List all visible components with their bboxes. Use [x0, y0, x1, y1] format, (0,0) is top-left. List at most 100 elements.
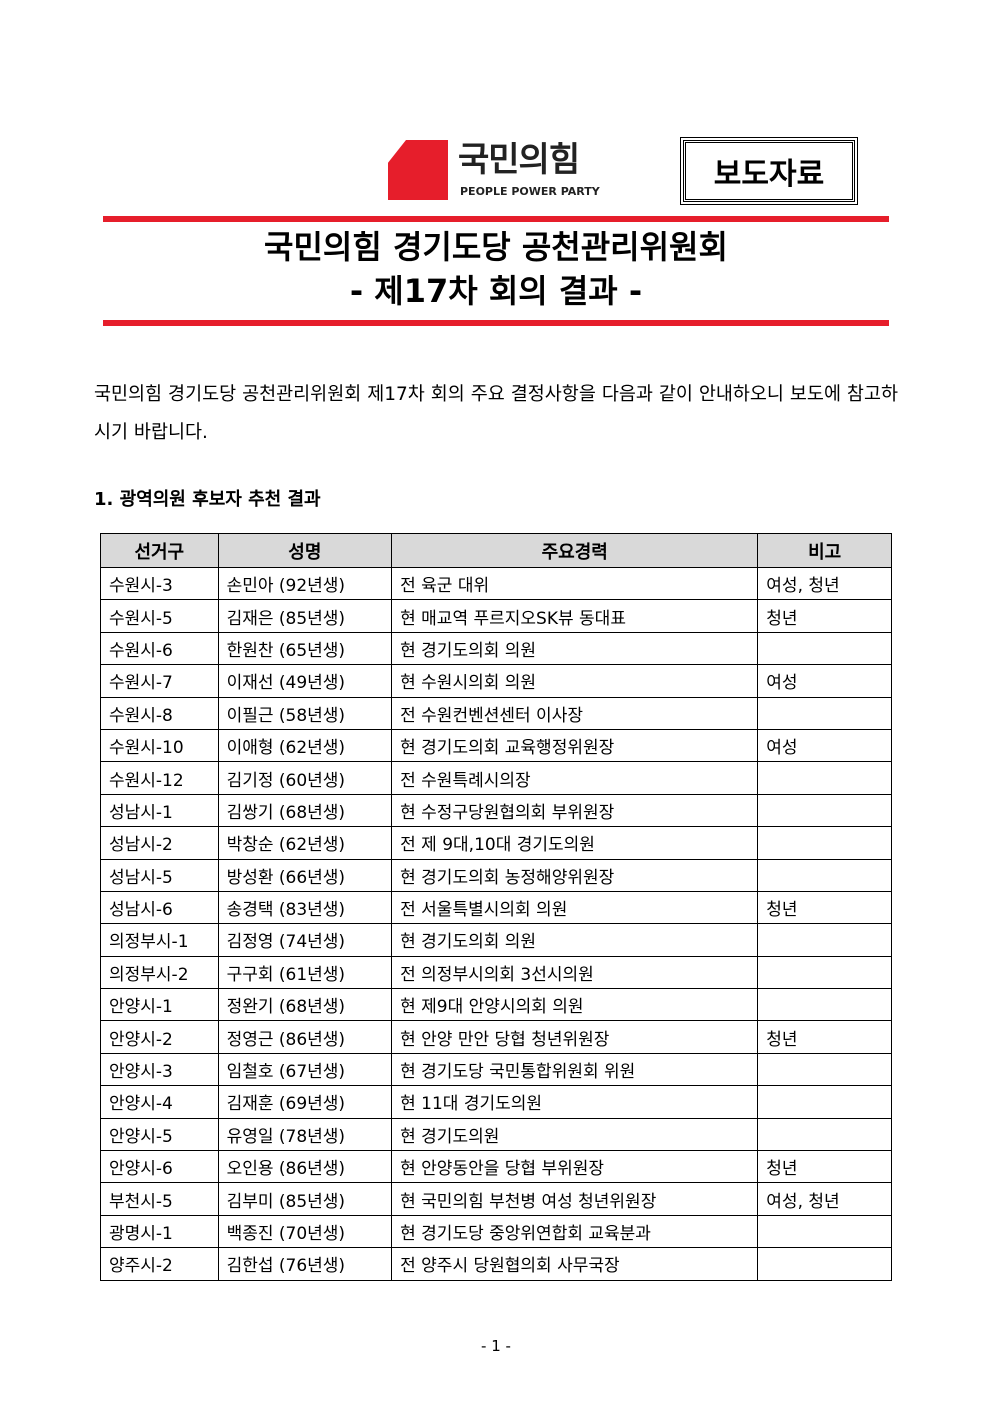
table-cell: 양주시-2: [100, 1247, 219, 1281]
table-cell: 안양시-5: [100, 1117, 219, 1152]
table-cell: 이애형 (62년생): [217, 728, 393, 763]
table-cell: 김쌍기 (68년생): [217, 793, 393, 828]
table-cell: 성남시-1: [100, 793, 219, 828]
page-number: - 1 -: [481, 1337, 511, 1355]
table-cell: [757, 858, 892, 892]
table-cell: 전 서울특별시의회 의원: [391, 890, 759, 925]
table-row: 안양시-4 김재훈 (69년생) 현 11대 경기도의원: [100, 1085, 892, 1119]
table-cell: 안양시-2: [100, 1020, 219, 1054]
column-header: 성명: [217, 533, 393, 568]
table-cell: 전 의정부시의회 3선시의원: [391, 955, 759, 990]
table-cell: 현 안양동안을 당협 부위원장: [391, 1150, 759, 1184]
table-cell: 수원시-5: [100, 599, 219, 633]
table-cell: 유영일 (78년생): [217, 1117, 393, 1152]
table-cell: 구구회 (61년생): [217, 955, 393, 990]
table-cell: 손민아 (92년생): [217, 566, 393, 601]
table-cell: [757, 793, 892, 828]
table-row: 수원시-8 이필근 (58년생) 전 수원컨벤션센터 이사장: [100, 696, 892, 730]
table-cell: 오인용 (86년생): [217, 1150, 393, 1184]
table-row: 안양시-3 임철호 (67년생) 현 경기도당 국민통합위원회 위원: [100, 1052, 892, 1087]
table-cell: 청년: [757, 1150, 892, 1184]
table-cell: 성남시-5: [100, 858, 219, 892]
table-cell: 백종진 (70년생): [217, 1214, 393, 1249]
title-line-2: - 제17차 회의 결과 -: [349, 272, 643, 310]
table-cell: 의정부시-1: [100, 923, 219, 957]
table-cell: 여성: [757, 664, 892, 698]
table-cell: 현 경기도의회 의원: [391, 631, 759, 666]
table-cell: 안양시-1: [100, 988, 219, 1022]
table-row: 의정부시-1 김정영 (74년생) 현 경기도의회 의원: [100, 923, 892, 957]
table-cell: 현 제9대 안양시의회 의원: [391, 988, 759, 1022]
table-cell: 청년: [757, 599, 892, 633]
table-cell: 현 국민의힘 부천병 여성 청년위원장: [391, 1182, 759, 1216]
table-row: 안양시-1 정완기 (68년생) 현 제9대 안양시의회 의원: [100, 988, 892, 1022]
column-header: 선거구: [100, 533, 219, 568]
table-cell: 김기정 (60년생): [217, 761, 393, 795]
table-cell: 수원시-10: [100, 728, 219, 763]
table-row: 수원시-3 손민아 (92년생) 전 육군 대위 여성, 청년: [100, 566, 892, 601]
table-cell: 전 육군 대위: [391, 566, 759, 601]
body-content: 국민의힘 경기도당 공천관리위원회 제17차 회의 주요 결정사항을 다음과 같…: [94, 376, 898, 1281]
table-cell: [757, 1214, 892, 1249]
table-cell: 안양시-6: [100, 1150, 219, 1184]
table-cell: 성남시-6: [100, 890, 219, 925]
logo-name-en: PEOPLE POWER PARTY: [460, 185, 600, 198]
table-cell: 현 매교역 푸르지오SK뷰 동대표: [391, 599, 759, 633]
table-cell: [757, 988, 892, 1022]
table-cell: 한원찬 (65년생): [217, 631, 393, 666]
column-header: 비고: [757, 533, 892, 568]
table-cell: 방성환 (66년생): [217, 858, 393, 892]
table-cell: 현 경기도당 국민통합위원회 위원: [391, 1052, 759, 1087]
table-cell: 수원시-8: [100, 696, 219, 730]
column-header: 주요경력: [391, 533, 759, 568]
table-cell: 성남시-2: [100, 826, 219, 860]
table-row: 안양시-2 정영근 (86년생) 현 안양 만안 당협 청년위원장 청년: [100, 1020, 892, 1054]
table-cell: 의정부시-2: [100, 955, 219, 990]
logo-mark-icon: [388, 140, 448, 200]
table-cell: 김재은 (85년생): [217, 599, 393, 633]
table-cell: 현 경기도의회 교육행정위원장: [391, 728, 759, 763]
table-cell: [757, 761, 892, 795]
table-row: 성남시-2 박창순 (62년생) 전 제 9대,10대 경기도의원: [100, 826, 892, 860]
table-cell: 정완기 (68년생): [217, 988, 393, 1022]
table-row: 성남시-5 방성환 (66년생) 현 경기도의회 농정해양위원장: [100, 858, 892, 892]
table-row: 광명시-1 백종진 (70년생) 현 경기도당 중앙위연합회 교육분과: [100, 1214, 892, 1249]
table-row: 안양시-5 유영일 (78년생) 현 경기도의원: [100, 1117, 892, 1152]
table-cell: 현 경기도의회 의원: [391, 923, 759, 957]
top-divider: [103, 216, 889, 222]
table-cell: 여성, 청년: [757, 1182, 892, 1216]
table-cell: [757, 826, 892, 860]
table-cell: [757, 955, 892, 990]
table-cell: 현 경기도당 중앙위연합회 교육분과: [391, 1214, 759, 1249]
table-cell: 김한섭 (76년생): [217, 1247, 393, 1281]
table-cell: 송경택 (83년생): [217, 890, 393, 925]
table-row: 수원시-5 김재은 (85년생) 현 매교역 푸르지오SK뷰 동대표 청년: [100, 599, 892, 633]
party-logo: 국민의힘 PEOPLE POWER PARTY: [388, 140, 628, 202]
bottom-divider: [103, 320, 889, 326]
table-cell: 박창순 (62년생): [217, 826, 393, 860]
table-cell: 전 양주시 당원협의회 사무국장: [391, 1247, 759, 1281]
table-cell: [757, 1052, 892, 1087]
table-cell: 안양시-3: [100, 1052, 219, 1087]
table-row: 수원시-10 이애형 (62년생) 현 경기도의회 교육행정위원장 여성: [100, 728, 892, 763]
table-cell: 수원시-7: [100, 664, 219, 698]
press-release-label: 보도자료: [680, 137, 858, 205]
table-row: 수원시-7 이재선 (49년생) 현 수원시의회 의원 여성: [100, 664, 892, 698]
title-line-1: 국민의힘 경기도당 공천관리위원회: [264, 228, 728, 266]
table-cell: 수원시-12: [100, 761, 219, 795]
table-cell: [757, 923, 892, 957]
table-cell: 현 경기도의원: [391, 1117, 759, 1152]
table-cell: 부천시-5: [100, 1182, 219, 1216]
table-cell: 청년: [757, 1020, 892, 1054]
table-cell: 현 11대 경기도의원: [391, 1085, 759, 1119]
table-cell: [757, 631, 892, 666]
table-cell: 이필근 (58년생): [217, 696, 393, 730]
table-row: 성남시-6 송경택 (83년생) 전 서울특별시의회 의원 청년: [100, 890, 892, 925]
table-cell: 수원시-3: [100, 566, 219, 601]
table-cell: 수원시-6: [100, 631, 219, 666]
table-cell: 이재선 (49년생): [217, 664, 393, 698]
table-cell: [757, 696, 892, 730]
table-cell: 현 수정구당원협의회 부위원장: [391, 793, 759, 828]
table-row: 성남시-1 김쌍기 (68년생) 현 수정구당원협의회 부위원장: [100, 793, 892, 828]
